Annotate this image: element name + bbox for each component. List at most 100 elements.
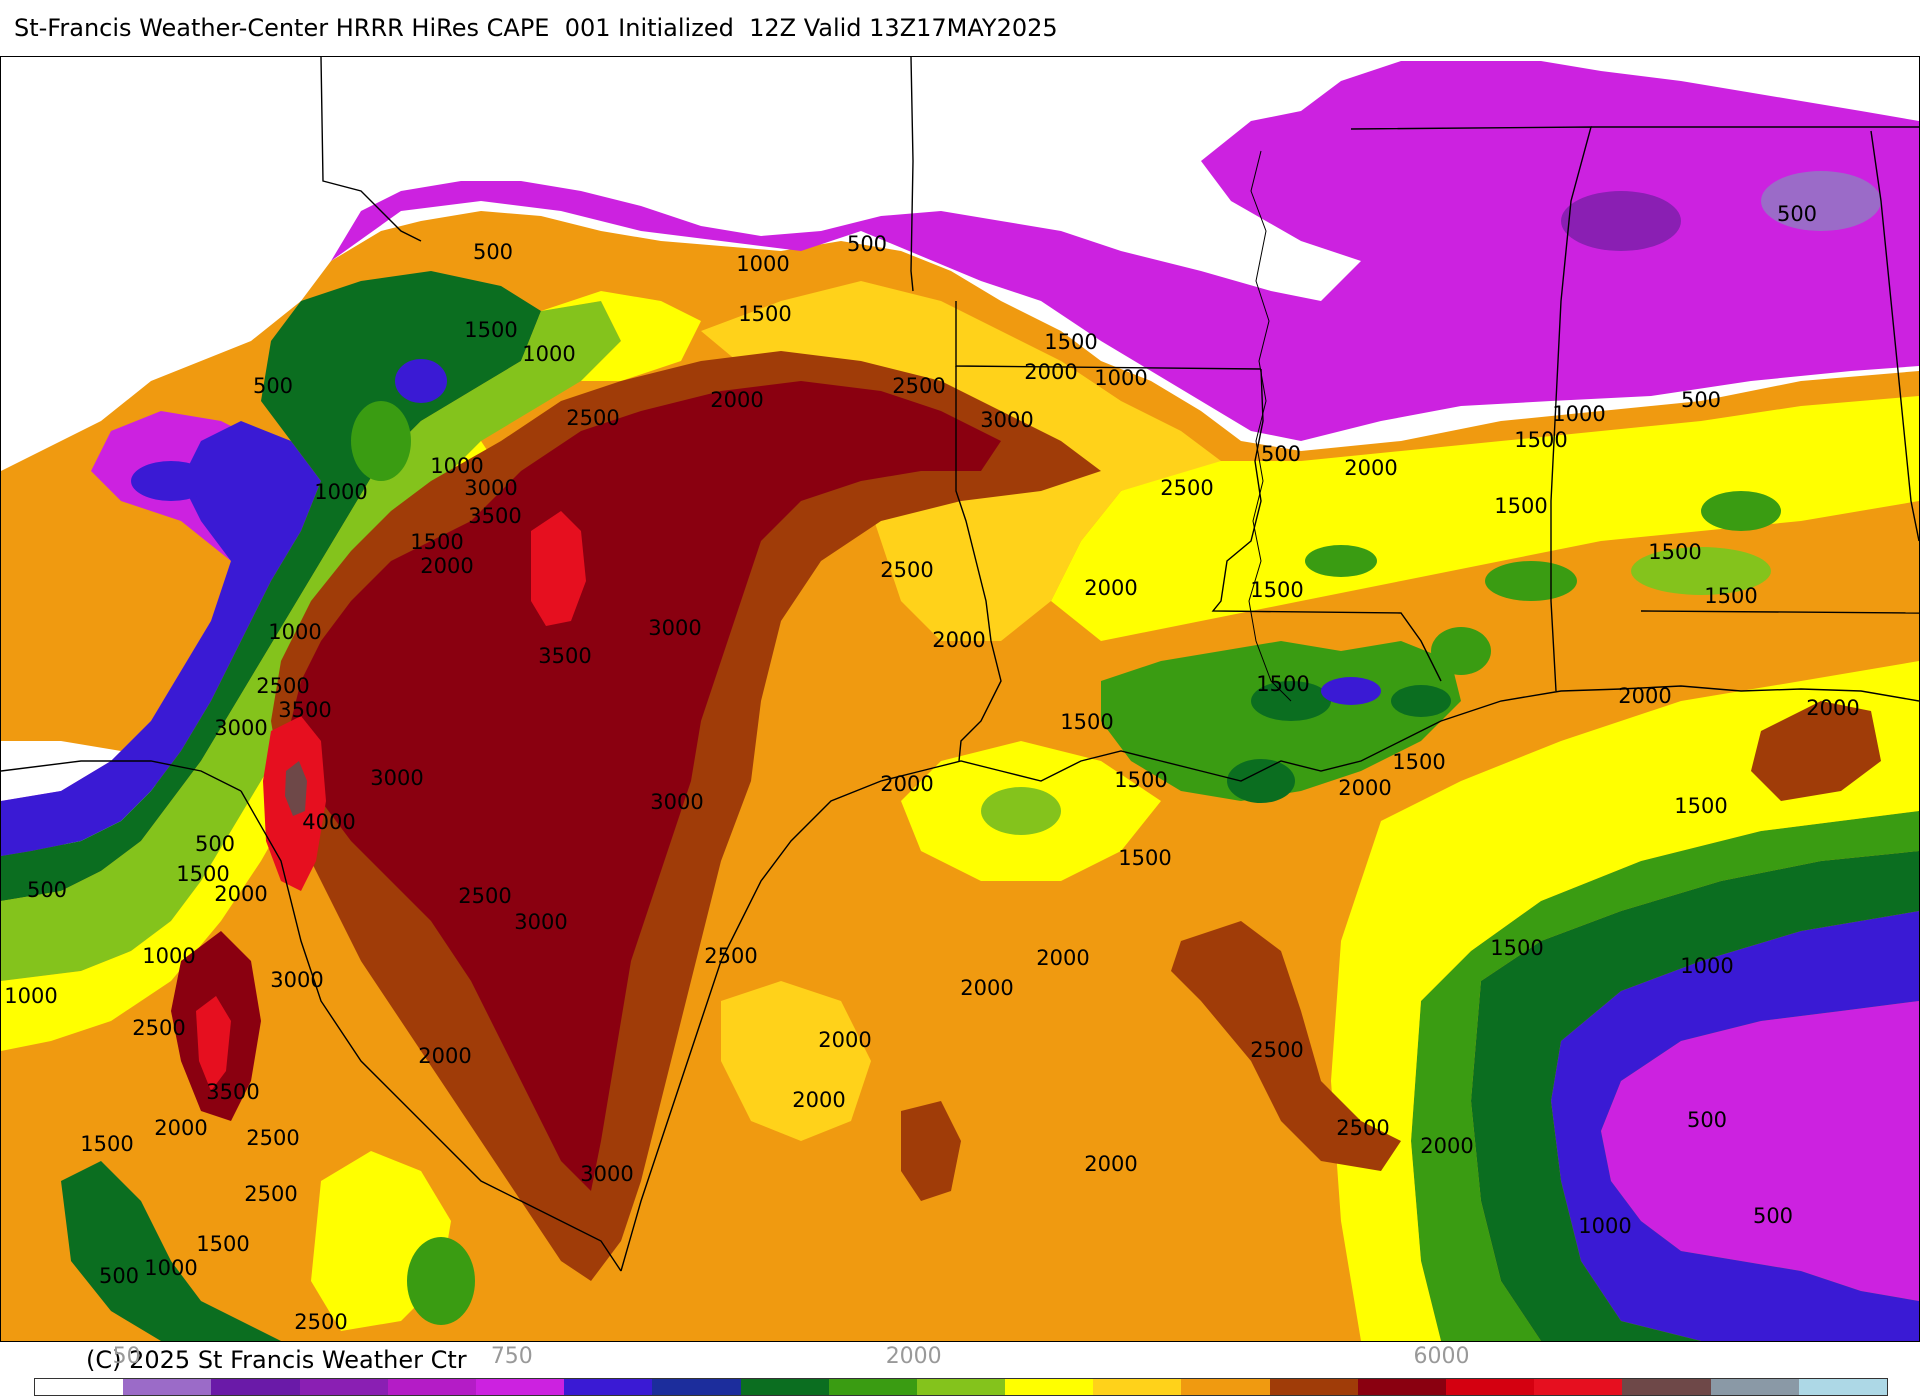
- contour-label: 3000: [980, 408, 1033, 432]
- contour-label: 2000: [1024, 360, 1077, 384]
- contour-label: 1500: [1060, 710, 1113, 734]
- contour-label: 1500: [1494, 494, 1547, 518]
- copyright-text: (C) 2025 St Francis Weather Ctr: [86, 1346, 467, 1374]
- cape-core-red-panhandle: [531, 511, 586, 626]
- contour-label: 500: [253, 374, 293, 398]
- contour-label: 1000: [268, 620, 321, 644]
- contour-label: 2000: [1618, 684, 1671, 708]
- cape-scattered-cells: [131, 171, 1881, 1325]
- contour-label: 2500: [256, 674, 309, 698]
- contour-label: 500: [1681, 388, 1721, 412]
- contour-label: 2500: [1336, 1116, 1389, 1140]
- contour-label: 500: [1753, 1204, 1793, 1228]
- color-scale-swatch: [1093, 1379, 1182, 1395]
- contour-label: 2000: [818, 1028, 871, 1052]
- cape-map[interactable]: 500 1000 500 1500 1000 1500 500 2000 2500 1500 200…: [0, 56, 1920, 1342]
- contour-label: 3500: [468, 504, 521, 528]
- contour-label: 1500: [1490, 936, 1543, 960]
- contour-label: 1500: [196, 1232, 249, 1256]
- color-scale-swatch: [740, 1379, 829, 1395]
- cape-band-purple-north: [331, 61, 1919, 441]
- contour-label: 2000: [1344, 456, 1397, 480]
- contour-label: 2500: [246, 1126, 299, 1150]
- cape-band-blue-west: [1, 421, 321, 856]
- contour-label: 1000: [4, 984, 57, 1008]
- contour-label: 1000: [1094, 366, 1147, 390]
- cape-field: 500 1000500150010001500500200025001500200…: [1, 57, 1919, 1341]
- contour-label: 2000: [214, 882, 267, 906]
- color-scale-swatch: [564, 1379, 653, 1395]
- cape-band-green-south: [61, 1161, 281, 1341]
- color-scale-tick: 6000: [1413, 1344, 1470, 1369]
- contour-label: 2500: [458, 884, 511, 908]
- contour-label: 1500: [1256, 672, 1309, 696]
- color-scale-swatch: [299, 1379, 388, 1395]
- contour-label: 2000: [1084, 1152, 1137, 1176]
- contour-label: 2000: [880, 772, 933, 796]
- color-scale-tick: 2000: [885, 1344, 942, 1369]
- color-scale-swatch: [1622, 1379, 1711, 1395]
- cape-band-brown-east: [1171, 921, 1401, 1171]
- contour-label: 1000: [314, 480, 367, 504]
- contour-label: 1000: [1552, 402, 1605, 426]
- contour-label: 500: [27, 878, 67, 902]
- contour-label: 1500: [1704, 584, 1757, 608]
- contour-label: 1500: [176, 862, 229, 886]
- cape-band-brown-blob: [901, 1101, 961, 1201]
- cape-band-yellow-gulf: [1331, 661, 1919, 1341]
- contour-label: 1000: [522, 342, 575, 366]
- contour-label: 2000: [1420, 1134, 1473, 1158]
- color-scale-swatch: [35, 1379, 124, 1395]
- contour-label: 1500: [1648, 540, 1701, 564]
- contour-label: 3000: [464, 476, 517, 500]
- contour-label: 1000: [736, 252, 789, 276]
- contour-label: 3000: [270, 968, 323, 992]
- color-scale-swatch: [1269, 1379, 1358, 1395]
- contour-label: 2500: [566, 406, 619, 430]
- contour-label: 2500: [1250, 1038, 1303, 1062]
- contour-label: 1000: [430, 454, 483, 478]
- contour-label: 2000: [1084, 576, 1137, 600]
- color-scale-swatch: [916, 1379, 1006, 1395]
- contour-label: 3000: [580, 1162, 633, 1186]
- contour-label: 1500: [1392, 750, 1445, 774]
- contour-label: 2000: [960, 976, 1013, 1000]
- color-scale-swatch: [1446, 1379, 1535, 1395]
- contour-labels: 500 1000500150010001500500200025001500200…: [4, 202, 1859, 1334]
- contour-label: 3000: [514, 910, 567, 934]
- contour-label: 1000: [144, 1256, 197, 1280]
- contour-label: 1500: [1118, 846, 1171, 870]
- contour-label: 1500: [1514, 428, 1567, 452]
- chart-title: St-Francis Weather-Center HRRR HiRes CAP…: [14, 14, 1058, 42]
- contour-label: 500: [195, 832, 235, 856]
- cape-band-green-gulf: [1471, 851, 1919, 1341]
- contour-label: 500: [473, 240, 513, 264]
- contour-label: 1500: [1044, 330, 1097, 354]
- color-scale-bar: [34, 1378, 1888, 1396]
- color-scale-swatch: [1710, 1379, 1799, 1395]
- color-scale-swatch: [1798, 1379, 1887, 1395]
- contour-label: 3500: [278, 698, 331, 722]
- contour-label: 3000: [370, 766, 423, 790]
- contour-label: 1000: [1578, 1214, 1631, 1238]
- contour-label: 2000: [1036, 946, 1089, 970]
- contour-label: 2500: [704, 944, 757, 968]
- cape-band-brown-east2: [1751, 701, 1881, 801]
- contour-label: 2000: [1338, 776, 1391, 800]
- color-scale-tick: 750: [490, 1344, 533, 1369]
- contour-label: 1500: [410, 530, 463, 554]
- contour-label: 2000: [710, 388, 763, 412]
- color-scale-swatch: [1357, 1379, 1446, 1395]
- political-borders: [1, 57, 1919, 1272]
- color-scale-swatch: [123, 1379, 212, 1395]
- contour-label: 500: [99, 1264, 139, 1288]
- contour-label: 1500: [1250, 578, 1303, 602]
- cape-band-blue-gulf: [1551, 911, 1919, 1341]
- color-scale-swatch: [211, 1379, 300, 1395]
- cape-band-lightgreen-gulf: [1411, 811, 1919, 1341]
- color-scale-tick: 50: [112, 1344, 141, 1369]
- contour-label: 1000: [1680, 954, 1733, 978]
- river-mississippi: [1248, 150, 1292, 702]
- contour-label: 2500: [880, 558, 933, 582]
- color-scale-swatch: [828, 1379, 917, 1395]
